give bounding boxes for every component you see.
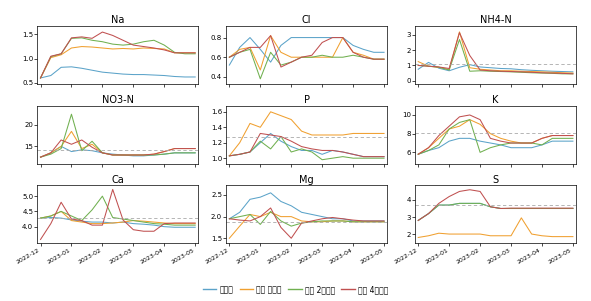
Title: NH4-N: NH4-N <box>480 15 511 25</box>
Title: Cl: Cl <box>302 15 311 25</box>
Legend: 비순환, 순환 무보정, 순환 2주보정, 순환 4주보정: 비순환, 순환 무보정, 순환 2주보정, 순환 4주보정 <box>200 282 391 297</box>
Title: Ca: Ca <box>112 175 124 185</box>
Title: P: P <box>304 95 310 105</box>
Title: S: S <box>492 175 499 185</box>
Title: K: K <box>492 95 499 105</box>
Title: NO3-N: NO3-N <box>102 95 134 105</box>
Title: Mg: Mg <box>300 175 314 185</box>
Title: Na: Na <box>111 15 125 25</box>
